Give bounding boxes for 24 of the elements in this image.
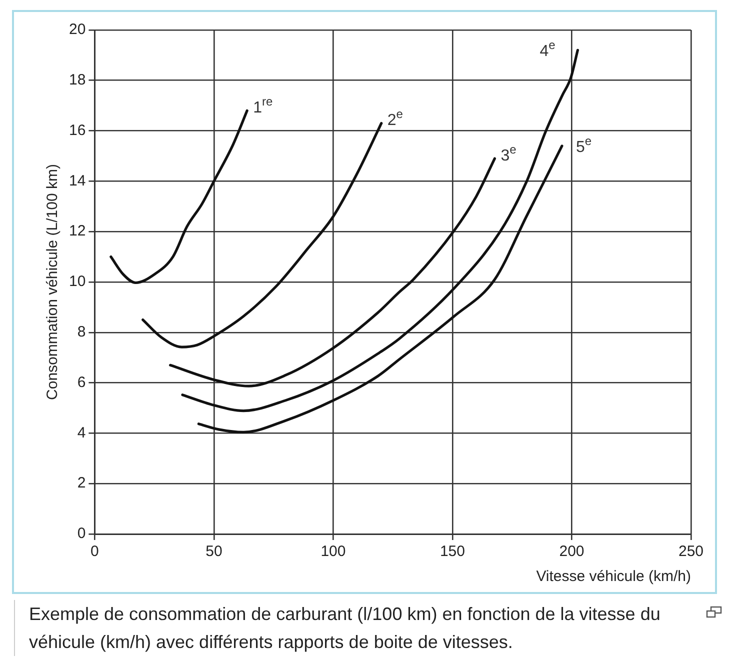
y-tick-label: 18 — [68, 72, 86, 89]
y-tick-label: 8 — [77, 324, 86, 341]
y-axis-title: Consommation véhicule (L/100 km) — [44, 164, 62, 400]
text: Exemple de consommation de carburant (l/100 km) en fonction de la vitesse du véhicule (km/h) avec différents rapports de boite de vitesses. — [14, 600, 717, 656]
y-tick-label: 12 — [68, 222, 86, 240]
line-series — [110, 109, 248, 284]
y-tick-label: 4 — [77, 424, 86, 442]
x-axis-title: Vitesse véhicule (km/h) — [536, 568, 691, 586]
x-tick-label: 250 — [678, 543, 704, 560]
x-tick-label: 50 — [206, 543, 222, 560]
y-tick-label: 0 — [77, 525, 86, 542]
y-tick-label: 20 — [68, 21, 86, 38]
y-tick-label: 14 — [68, 172, 86, 190]
x-tick-label: 150 — [440, 543, 465, 560]
y-tick-label: 10 — [68, 273, 86, 290]
y-tick-label: 16 — [68, 122, 86, 139]
line-series — [169, 157, 496, 388]
x-tick-label: 100 — [320, 543, 346, 560]
y-tick-label: 6 — [77, 374, 86, 391]
line-series — [142, 122, 383, 348]
x-tick-label: 200 — [559, 543, 584, 560]
y-tick-label: 2 — [77, 474, 86, 492]
x-tick-label: 0 — [90, 543, 99, 560]
line-series — [197, 144, 564, 434]
